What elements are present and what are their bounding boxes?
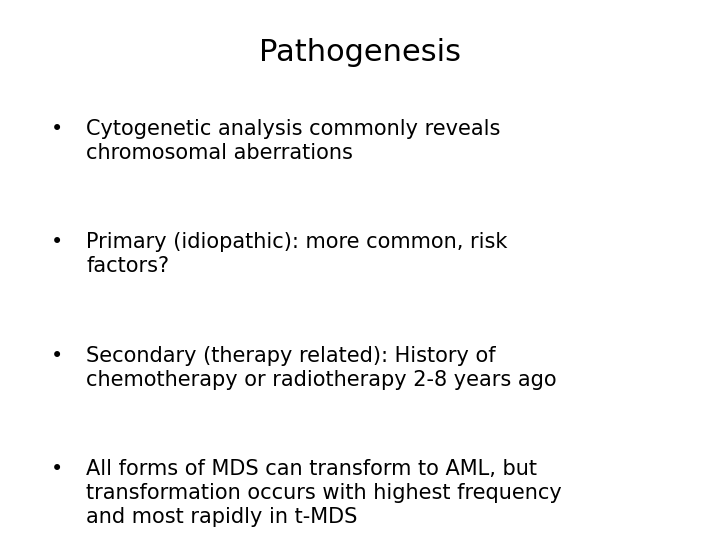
Text: •: • — [50, 119, 63, 139]
Text: •: • — [50, 346, 63, 366]
Text: Primary (idiopathic): more common, risk
factors?: Primary (idiopathic): more common, risk … — [86, 232, 508, 276]
Text: •: • — [50, 232, 63, 252]
Text: All forms of MDS can transform to AML, but
transformation occurs with highest fr: All forms of MDS can transform to AML, b… — [86, 459, 562, 527]
Text: •: • — [50, 459, 63, 479]
Text: Secondary (therapy related): History of
chemotherapy or radiotherapy 2-8 years a: Secondary (therapy related): History of … — [86, 346, 557, 389]
Text: Cytogenetic analysis commonly reveals
chromosomal aberrations: Cytogenetic analysis commonly reveals ch… — [86, 119, 501, 163]
Text: Pathogenesis: Pathogenesis — [259, 38, 461, 67]
